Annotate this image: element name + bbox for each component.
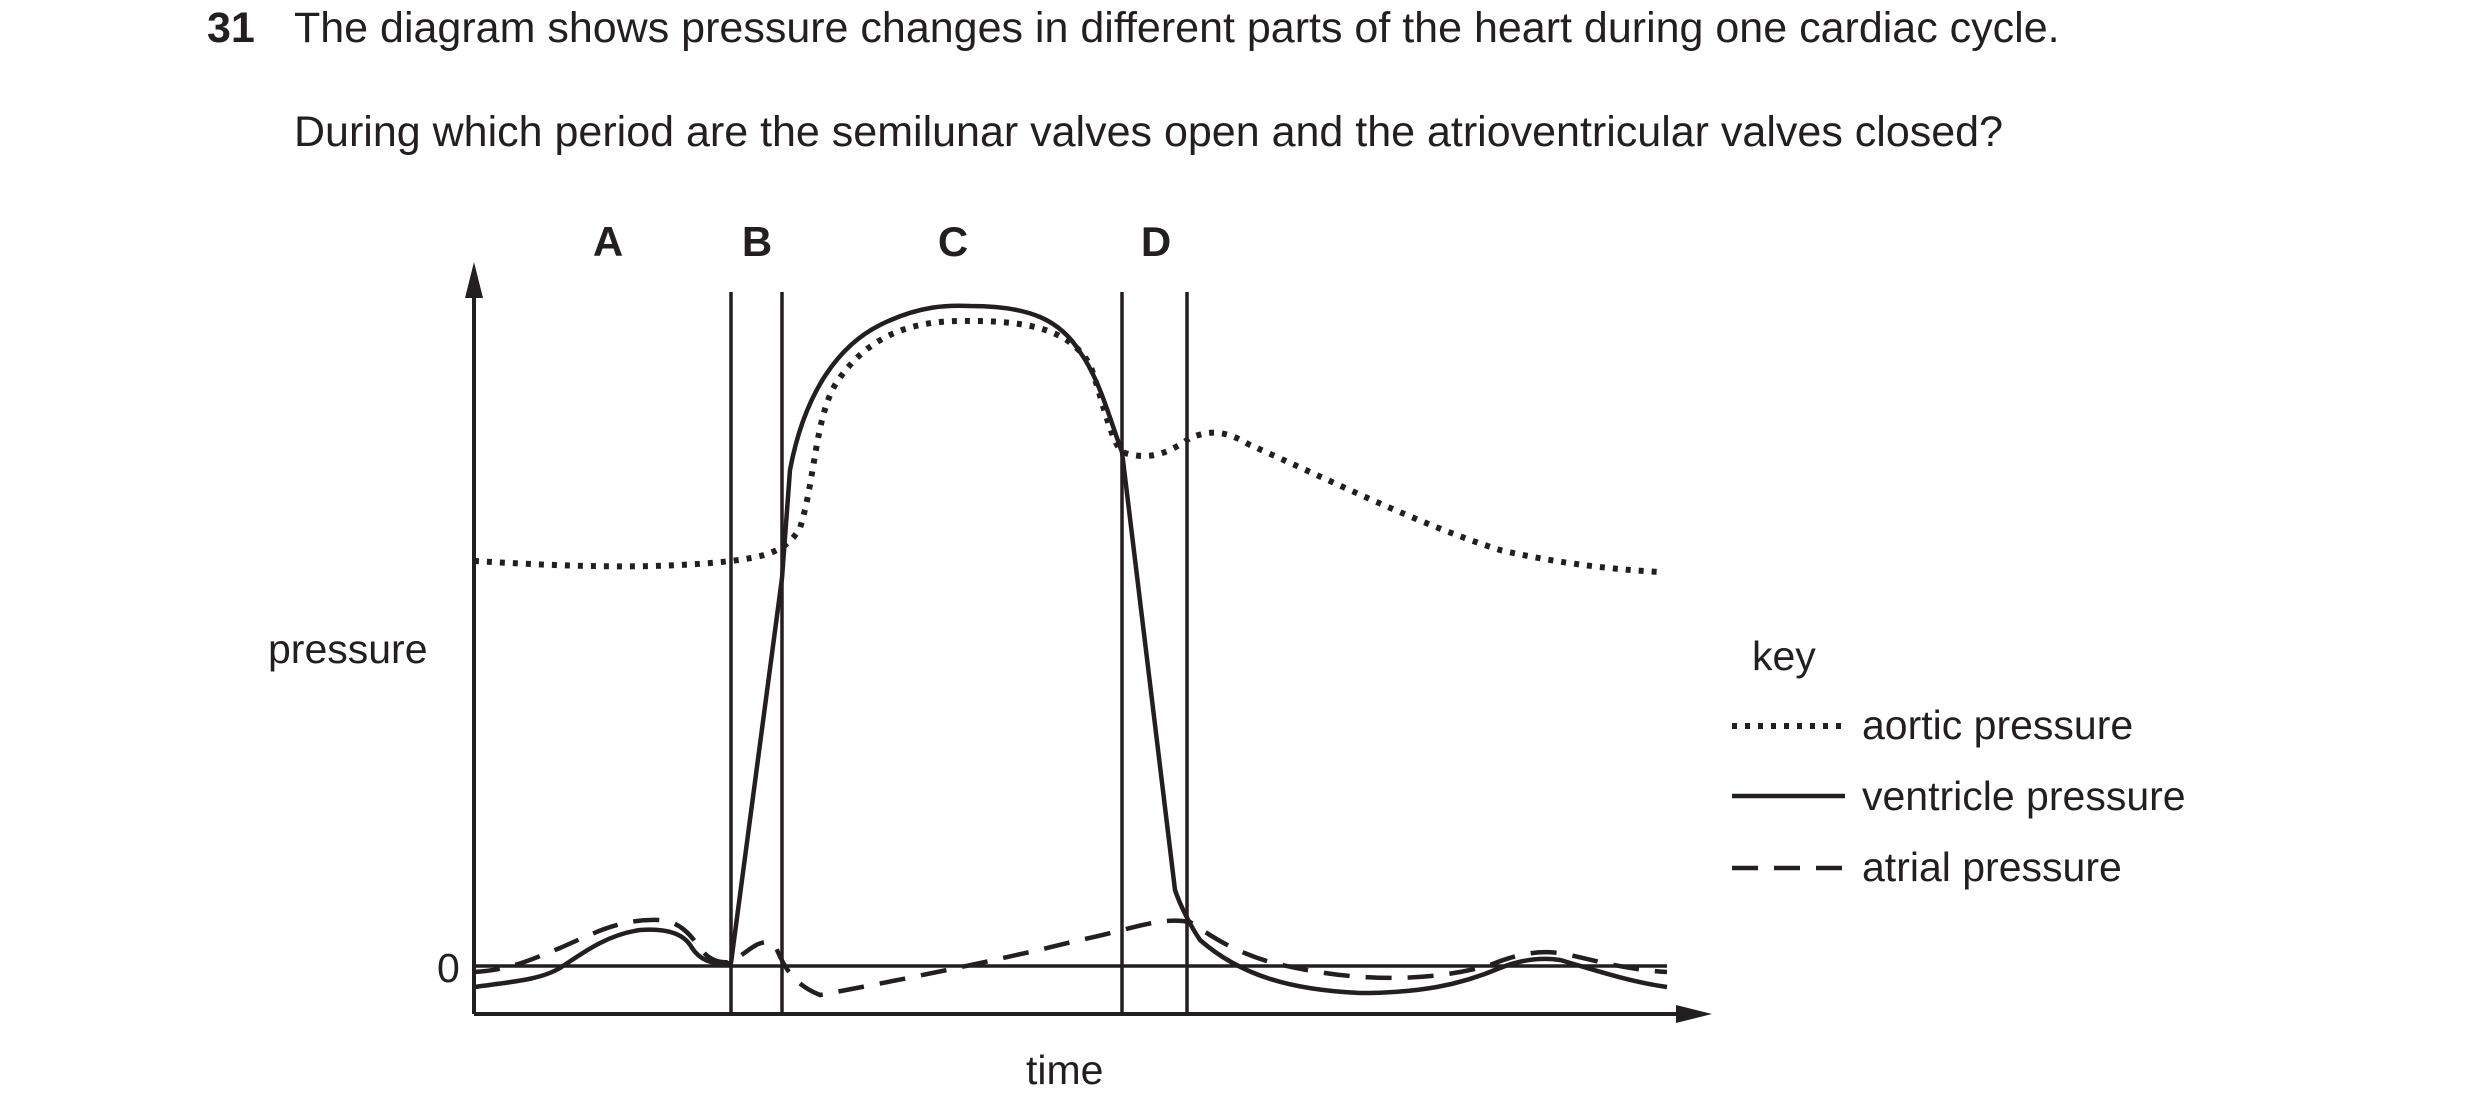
y-axis-label: pressure (268, 626, 428, 672)
zero-label: 0 (437, 945, 460, 991)
key-title: key (1752, 633, 1816, 679)
aortic-pressure-curve (473, 317, 1661, 575)
atrial-pressure-curve (473, 917, 1668, 998)
period-label-a: A (593, 218, 623, 265)
question-prompt: During which period are the semilunar va… (294, 108, 2003, 156)
key-label-aortic: aortic pressure (1862, 702, 2133, 748)
period-label-b: B (742, 218, 772, 265)
question-number: 31 (207, 4, 255, 52)
period-label-d: D (1141, 218, 1171, 265)
x-axis-arrow-icon (1676, 1005, 1712, 1023)
x-axis-label: time (1026, 1047, 1103, 1093)
key: key aortic pressure ventricle pressure a… (1732, 633, 2186, 890)
key-label-atrial: atrial pressure (1862, 844, 2122, 890)
period-label-c: C (938, 218, 968, 265)
y-axis-arrow-icon (465, 262, 483, 298)
question-stem: The diagram shows pressure changes in di… (294, 4, 2060, 52)
key-label-ventricle: ventricle pressure (1862, 773, 2186, 819)
ventricle-pressure-curve (473, 303, 1668, 996)
